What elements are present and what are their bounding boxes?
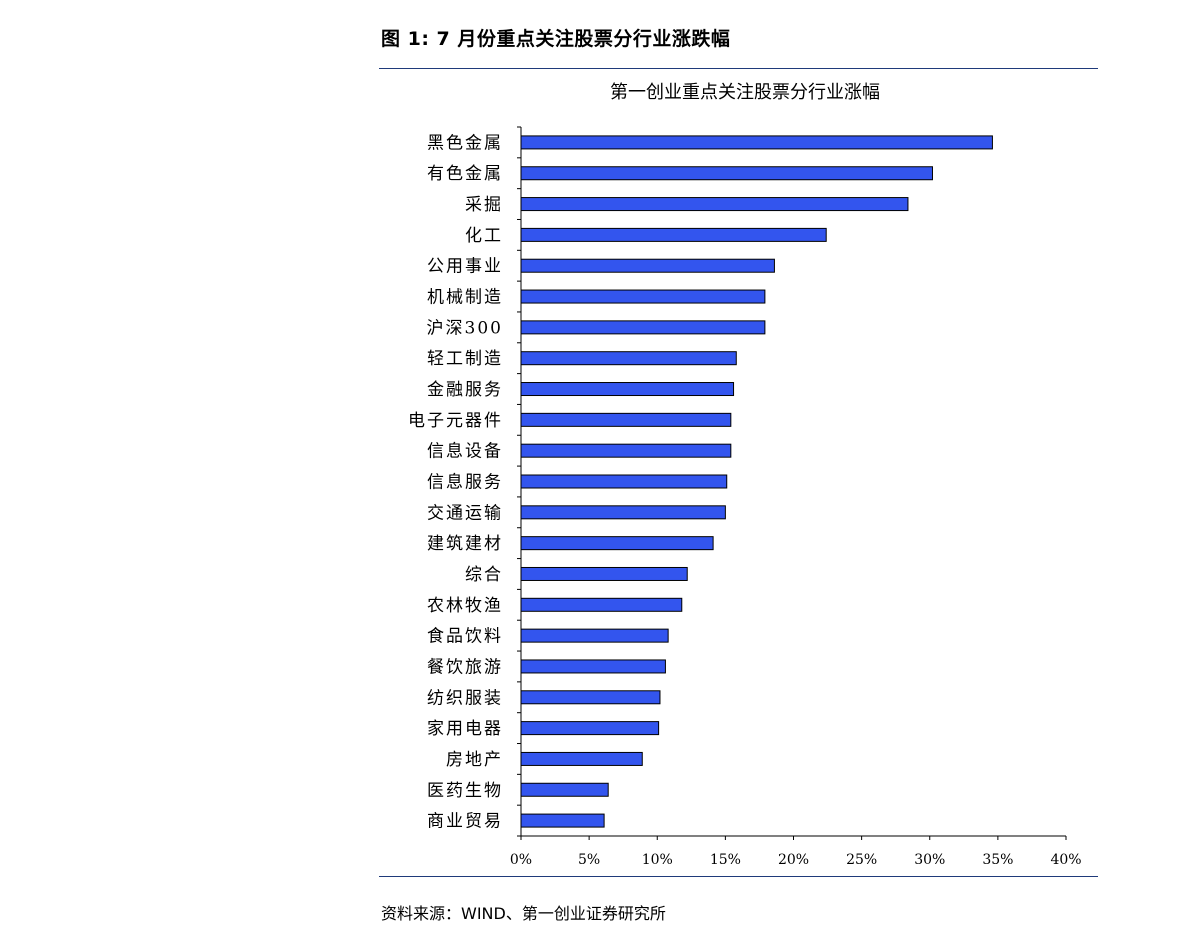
bar [520, 227, 827, 242]
bar [520, 782, 609, 797]
bar [520, 690, 661, 705]
bar [520, 258, 775, 273]
x-tick-label: 0% [510, 852, 532, 868]
category-label: 农林牧渔 [427, 596, 503, 616]
x-tick-label: 40% [1050, 852, 1081, 868]
x-tick-label: 20% [778, 852, 809, 868]
x-tick-label: 15% [710, 852, 741, 868]
category-label: 采掘 [465, 195, 503, 215]
category-label: 机械制造 [427, 288, 503, 308]
category-label: 有色金属 [427, 164, 503, 184]
category-label: 沪深300 [427, 318, 503, 338]
bar [520, 536, 714, 551]
bar [520, 474, 728, 489]
bar [520, 505, 726, 520]
category-label: 商业贸易 [427, 812, 503, 832]
bar [520, 289, 766, 304]
category-label: 化工 [465, 226, 503, 246]
bar [520, 566, 688, 581]
category-label: 公用事业 [427, 257, 503, 277]
x-tick-label: 5% [578, 852, 600, 868]
bar [520, 135, 993, 150]
bar [520, 721, 660, 736]
category-label: 房地产 [446, 750, 503, 770]
bar [520, 628, 669, 643]
category-label: 医药生物 [427, 781, 503, 801]
chart-title: 第一创业重点关注股票分行业涨幅 [610, 82, 880, 103]
bar [520, 382, 735, 397]
category-label: 餐饮旅游 [427, 657, 503, 677]
category-label: 电子元器件 [408, 411, 503, 431]
source-note: 资料来源：WIND、第一创业证券研究所 [381, 904, 666, 923]
bar [520, 412, 732, 427]
bar [520, 659, 666, 674]
bar [520, 597, 683, 612]
x-tick-label: 10% [642, 852, 673, 868]
category-label: 食品饮料 [427, 627, 503, 647]
bar [520, 197, 909, 212]
category-label: 交通运输 [427, 503, 503, 523]
category-label: 建筑建材 [427, 534, 503, 554]
category-label: 金融服务 [427, 380, 503, 400]
bar [520, 751, 643, 766]
bottom-rule [379, 876, 1098, 877]
x-tick-label: 35% [982, 852, 1013, 868]
top-rule [379, 68, 1098, 69]
category-label: 家用电器 [427, 719, 503, 739]
bar [520, 443, 732, 458]
bar [520, 351, 737, 366]
x-tick-label: 30% [914, 852, 945, 868]
figure-title: 图 1: 7 月份重点关注股票分行业涨跌幅 [381, 28, 731, 50]
category-label: 信息服务 [427, 473, 503, 493]
category-label: 轻工制造 [427, 349, 503, 369]
category-label: 黑色金属 [427, 133, 503, 153]
category-label: 信息设备 [427, 442, 503, 462]
bar [520, 320, 766, 335]
bar [520, 813, 605, 828]
x-tick-label: 25% [846, 852, 877, 868]
bar [520, 166, 933, 181]
bars-layer: 0% 5% 10% 15% 20% 25% 30% 35% 40% 黑色金属有色金属采掘化工公用事… [408, 126, 1082, 868]
category-label: 纺织服装 [427, 688, 503, 708]
category-label: 综合 [465, 565, 503, 585]
